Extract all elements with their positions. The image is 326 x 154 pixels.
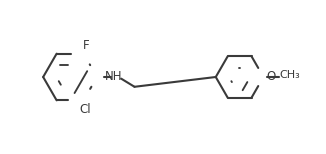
Text: NH: NH — [105, 71, 123, 83]
Text: CH₃: CH₃ — [280, 70, 301, 80]
Text: F: F — [83, 39, 89, 52]
Text: O: O — [266, 71, 275, 83]
Text: Cl: Cl — [79, 103, 91, 116]
